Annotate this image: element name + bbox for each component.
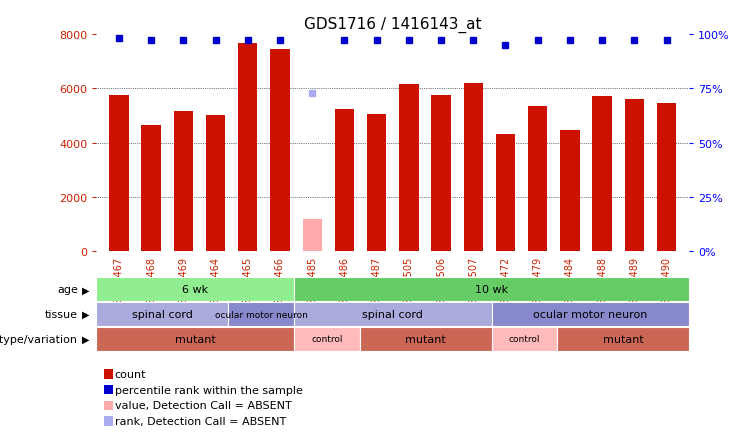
Text: ▶: ▶ — [82, 334, 89, 344]
Text: ocular motor neuron: ocular motor neuron — [533, 309, 648, 319]
Bar — [206, 116, 225, 252]
Text: percentile rank within the sample: percentile rank within the sample — [115, 385, 303, 395]
Text: ▶: ▶ — [82, 285, 89, 295]
Text: tissue: tissue — [44, 309, 78, 319]
Bar — [560, 131, 579, 252]
Text: mutant: mutant — [175, 334, 216, 344]
Bar — [557, 327, 689, 351]
Text: mutant: mutant — [603, 334, 644, 344]
Bar — [302, 219, 322, 252]
Bar — [109, 96, 128, 252]
Text: 10 wk: 10 wk — [475, 285, 508, 295]
Bar — [270, 49, 290, 252]
Bar — [431, 96, 451, 252]
Bar — [104, 401, 113, 410]
Bar — [96, 302, 228, 326]
Text: spinal cord: spinal cord — [362, 309, 423, 319]
Text: count: count — [115, 369, 147, 379]
Bar — [399, 85, 419, 252]
Bar — [173, 112, 193, 252]
Text: ocular motor neuron: ocular motor neuron — [215, 310, 308, 319]
Text: control: control — [509, 335, 540, 344]
Bar — [104, 369, 113, 379]
Text: age: age — [57, 285, 78, 295]
Bar — [528, 107, 548, 252]
Bar — [464, 83, 483, 252]
Bar — [294, 302, 491, 326]
Bar — [657, 104, 677, 252]
Text: mutant: mutant — [405, 334, 446, 344]
Bar — [294, 327, 360, 351]
Bar — [104, 416, 113, 426]
Text: 6 wk: 6 wk — [182, 285, 208, 295]
Bar — [294, 278, 689, 302]
Bar — [625, 100, 644, 252]
Bar — [496, 135, 515, 252]
Bar — [238, 44, 257, 252]
Bar — [96, 278, 294, 302]
Bar — [593, 97, 612, 252]
Text: control: control — [311, 335, 342, 344]
Text: ▶: ▶ — [82, 309, 89, 319]
Bar — [142, 125, 161, 252]
Bar — [491, 327, 557, 351]
Bar — [96, 327, 294, 351]
Bar — [104, 385, 113, 395]
Title: GDS1716 / 1416143_at: GDS1716 / 1416143_at — [304, 17, 482, 33]
Bar — [491, 302, 689, 326]
Text: genotype/variation: genotype/variation — [0, 334, 78, 344]
Bar — [228, 302, 294, 326]
Text: value, Detection Call = ABSENT: value, Detection Call = ABSENT — [115, 401, 292, 410]
Bar — [360, 327, 491, 351]
Text: rank, Detection Call = ABSENT: rank, Detection Call = ABSENT — [115, 416, 286, 426]
Bar — [367, 115, 386, 252]
Bar — [335, 109, 354, 252]
Text: spinal cord: spinal cord — [132, 309, 193, 319]
